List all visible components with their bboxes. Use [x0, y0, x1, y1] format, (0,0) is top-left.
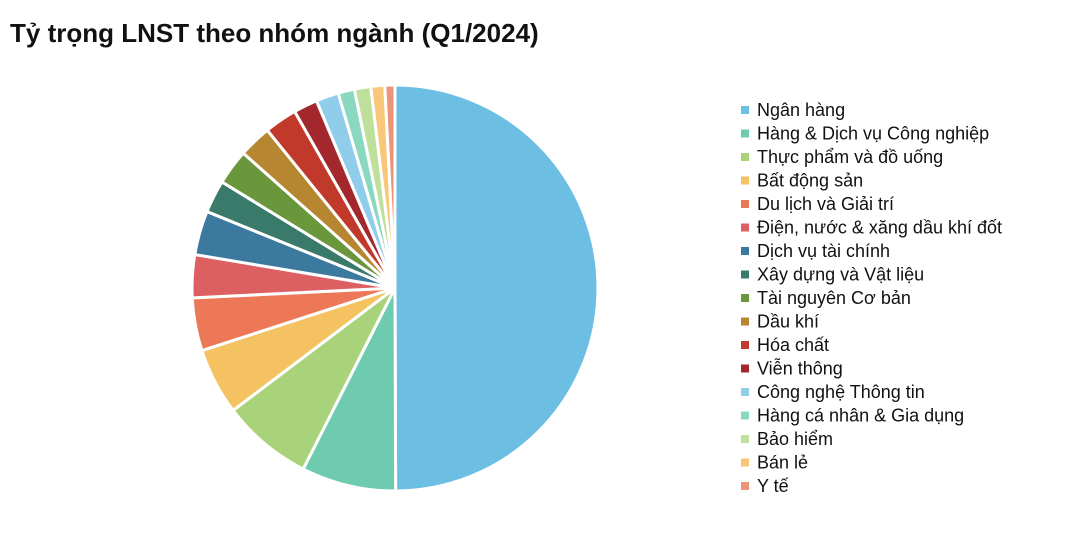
- legend-label: Hóa chất: [757, 335, 829, 355]
- legend-label: Hàng cá nhân & Gia dụng: [757, 405, 964, 425]
- chart-title: Tỷ trọng LNST theo nhóm ngành (Q1/2024): [10, 18, 539, 48]
- legend-swatch: [741, 482, 749, 490]
- legend-label: Bảo hiểm: [757, 429, 833, 449]
- legend-swatch: [741, 411, 749, 420]
- pie-slice: [393, 83, 600, 493]
- legend-swatch: [741, 223, 749, 232]
- legend-swatch: [741, 317, 749, 326]
- legend-label: Ngân hàng: [757, 100, 845, 120]
- legend-label: Điện, nước & xăng dầu khí đốt: [757, 217, 1002, 237]
- legend-label: Xây dựng và Vật liệu: [757, 264, 924, 284]
- legend-label: Công nghệ Thông tin: [757, 382, 925, 402]
- pie-slice: [301, 287, 398, 493]
- legend-label: Dầu khí: [757, 311, 819, 331]
- legend-swatch: [741, 129, 749, 138]
- legend-swatch: [741, 364, 749, 373]
- legend-swatch: [741, 341, 749, 349]
- legend-label: Hàng & Dịch vụ Công nghiệp: [757, 123, 989, 143]
- legend-swatch: [741, 106, 749, 114]
- legend-swatch: [741, 176, 749, 185]
- legend-swatch: [741, 270, 749, 279]
- legend-label: Thực phẩm và đồ uống: [757, 147, 943, 167]
- legend-swatch: [741, 294, 749, 302]
- legend-label: Bán lẻ: [757, 452, 808, 472]
- legend-swatch: [741, 388, 749, 396]
- legend-label: Dịch vụ tài chính: [757, 241, 890, 261]
- pie-slice: [383, 83, 397, 289]
- legend-swatch: [741, 458, 749, 467]
- legend-label: Bất động sản: [757, 170, 863, 190]
- legend-label: Viễn thông: [757, 357, 843, 378]
- legend-label: Du lịch và Giải trí: [757, 194, 894, 214]
- legend-swatch: [741, 247, 749, 255]
- legend-label: Y tế: [757, 476, 789, 496]
- legend-swatch: [741, 435, 749, 443]
- legend-swatch: [741, 200, 749, 208]
- legend-label: Tài nguyên Cơ bản: [757, 288, 911, 308]
- legend-swatch: [741, 153, 749, 161]
